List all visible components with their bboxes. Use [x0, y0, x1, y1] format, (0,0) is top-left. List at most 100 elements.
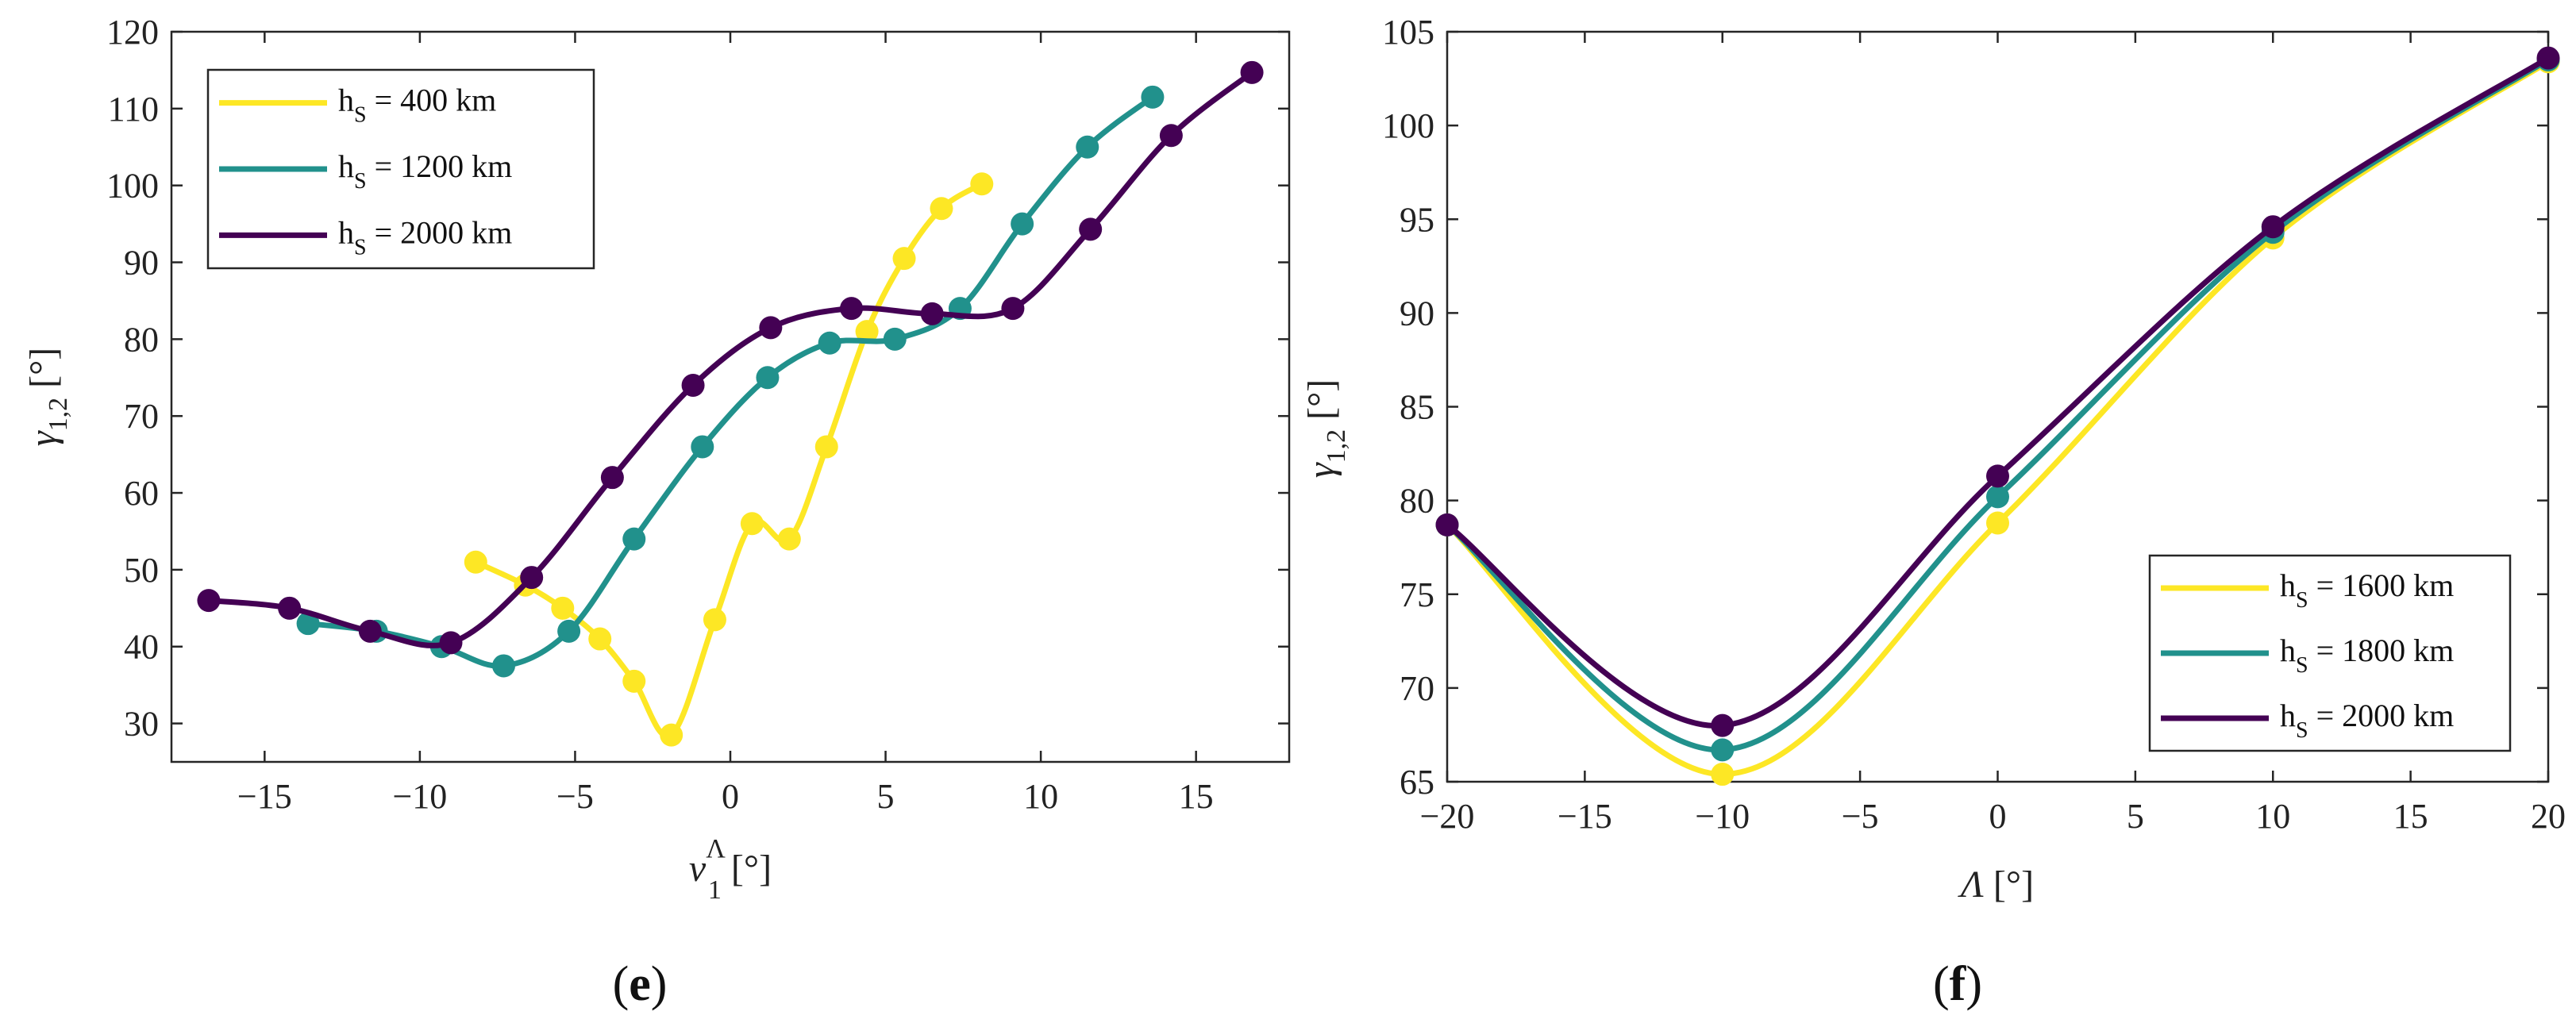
- y-axis-symbol: γ: [1300, 462, 1342, 478]
- y-tick-label: 70: [124, 397, 159, 436]
- data-point: [439, 631, 463, 655]
- y-tick-label: 80: [124, 320, 159, 359]
- data-point: [777, 527, 801, 551]
- legend-label-sub: S: [2296, 588, 2308, 613]
- y-tick-label: 65: [1400, 763, 1434, 802]
- data-point: [491, 654, 515, 678]
- y-tick-label: 30: [124, 705, 159, 744]
- y-tick-label: 70: [1400, 669, 1434, 708]
- y-tick-label: 120: [106, 13, 159, 52]
- data-point: [588, 627, 612, 651]
- y-tick-label: 60: [124, 474, 159, 513]
- data-point: [358, 619, 382, 643]
- panel-label-letter: e: [629, 957, 651, 1011]
- data-point: [1986, 464, 2009, 488]
- legend-label-3: hS = 2000 km: [2280, 698, 2454, 743]
- data-point: [1711, 713, 1735, 737]
- data-point: [622, 527, 646, 551]
- x-tick-label: 10: [1023, 777, 1058, 816]
- x-tick-label: −5: [556, 777, 594, 816]
- x-tick-label: 5: [2127, 797, 2144, 836]
- data-point: [660, 723, 683, 747]
- panel-label-e: (e): [613, 957, 668, 1011]
- data-point: [600, 466, 624, 490]
- data-point: [703, 608, 726, 632]
- x-axis-sub: 1: [708, 875, 722, 905]
- legend-label-main: h: [338, 83, 354, 118]
- data-point: [883, 327, 907, 351]
- panel-label-close: ): [651, 957, 668, 1011]
- data-point: [818, 331, 841, 355]
- y-tick-label: 95: [1400, 200, 1434, 239]
- data-point: [1159, 124, 1183, 148]
- data-point: [2261, 215, 2285, 239]
- legend-label-sub: S: [354, 103, 367, 128]
- x-tick-label: 15: [2393, 797, 2428, 836]
- x-tick-label: 5: [877, 777, 895, 816]
- y-tick-label: 90: [124, 244, 159, 283]
- data-point: [756, 366, 780, 390]
- data-point: [1011, 212, 1034, 236]
- y-tick-label: 85: [1400, 388, 1434, 427]
- y-tick-label: 100: [106, 167, 159, 206]
- panel-label-close: ): [1966, 957, 1982, 1011]
- data-point: [296, 612, 320, 636]
- data-point: [1711, 763, 1735, 786]
- x-tick-label: −5: [1842, 797, 1879, 836]
- panel-label-open: (: [613, 957, 630, 1011]
- x-tick-label: 15: [1179, 777, 1214, 816]
- data-point: [930, 197, 953, 221]
- y-axis-symbol: γ: [22, 430, 64, 446]
- x-tick-label: 0: [1989, 797, 2007, 836]
- legend-label-main: h: [2280, 567, 2296, 603]
- x-axis-symbol: ν: [689, 848, 707, 890]
- y-tick-label: 90: [1400, 294, 1434, 333]
- data-point: [1986, 485, 2009, 509]
- data-point: [892, 247, 916, 271]
- legend-label-main: h: [338, 148, 354, 184]
- data-point: [759, 316, 783, 340]
- x-axis-symbol: Λ: [1958, 863, 1984, 906]
- x-axis-title: νΛ 1 [°]: [689, 834, 772, 905]
- data-point: [691, 435, 714, 459]
- legend-label-rest: = 1600 km: [2308, 567, 2455, 603]
- data-point: [1240, 60, 1264, 84]
- y-tick-label: 110: [108, 90, 159, 129]
- data-point: [814, 435, 838, 459]
- y-axis-sub: 1,2: [1322, 429, 1351, 463]
- legend-label-sub: S: [2296, 653, 2308, 678]
- data-point: [1986, 511, 2009, 535]
- legend-label-1: hS = 400 km: [338, 83, 496, 128]
- chart-panel-f: −20 −15 −10 −5 0 5 10 15 20 65 70 75 80 85 90 95 100 105 h…: [1300, 13, 2566, 1011]
- panel-label-letter: f: [1950, 957, 1967, 1011]
- legend-label-sub: S: [354, 235, 367, 260]
- legend-label-rest: = 400 km: [367, 83, 497, 118]
- legend-label-2: hS = 1200 km: [338, 148, 512, 194]
- y-tick-label: 40: [124, 628, 159, 667]
- data-point: [970, 172, 994, 196]
- legend-label-3: hS = 2000 km: [338, 214, 512, 260]
- x-axis-unit: [°]: [1984, 863, 2034, 906]
- data-point: [1001, 297, 1025, 321]
- y-tick-label: 75: [1400, 575, 1434, 614]
- y-tick-label: 80: [1400, 482, 1434, 521]
- data-point: [740, 512, 764, 536]
- legend-label-main: h: [2280, 633, 2296, 668]
- y-tick-label: 105: [1382, 13, 1434, 52]
- legend-label-main: h: [2280, 698, 2296, 733]
- data-point: [1141, 85, 1165, 109]
- x-tick-label: −20: [1420, 797, 1475, 836]
- data-point: [1711, 738, 1735, 762]
- data-point: [1079, 217, 1103, 241]
- x-tick-label: −10: [392, 777, 447, 816]
- data-point: [1076, 135, 1099, 159]
- legend-label-sub: S: [2296, 718, 2308, 743]
- x-tick-label: 20: [2531, 797, 2566, 836]
- y-tick-label: 100: [1382, 106, 1434, 145]
- x-tick-label: −15: [1558, 797, 1612, 836]
- legend-label-sub: S: [354, 169, 367, 194]
- data-point: [681, 373, 705, 397]
- legend-label-rest: = 2000 km: [2308, 698, 2455, 733]
